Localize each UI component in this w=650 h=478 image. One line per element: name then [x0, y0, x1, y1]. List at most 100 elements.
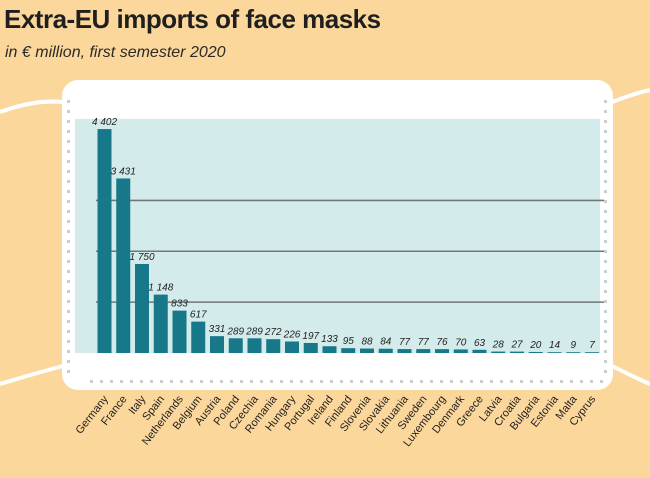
bar-france — [116, 178, 131, 353]
stitch-dot — [300, 380, 303, 383]
stitch-dot — [430, 380, 433, 383]
bar-sweden — [416, 349, 431, 353]
stitch-dot — [604, 100, 607, 103]
stitch-dot — [90, 380, 93, 383]
value-label: 1 750 — [129, 252, 154, 263]
stitch-dot — [180, 380, 183, 383]
stitch-dot — [100, 380, 103, 383]
stitch-dot — [67, 320, 70, 323]
value-label: 77 — [399, 337, 411, 348]
stitch-dot — [604, 360, 607, 363]
value-label: 3 431 — [111, 166, 136, 177]
stitch-dot — [480, 380, 483, 383]
mask-stitch-dots — [67, 100, 607, 383]
stitch-dot — [604, 220, 607, 223]
gridlines — [96, 199, 604, 303]
bar-poland — [228, 338, 243, 353]
stitch-dot — [200, 380, 203, 383]
value-label: 7 — [589, 340, 595, 351]
mask-straps — [0, 88, 650, 386]
bar-bulgaria — [528, 351, 543, 353]
stitch-dot — [67, 340, 70, 343]
bar-hungary — [285, 341, 299, 353]
stitch-dot — [120, 380, 123, 383]
stitch-dot — [604, 200, 607, 203]
chart-subtitle: in € million, first semester 2020 — [5, 44, 226, 61]
stitch-dot — [530, 380, 533, 383]
stitch-dot — [604, 370, 607, 373]
value-label: 289 — [245, 326, 263, 337]
bar-slovenia — [360, 348, 374, 353]
stitch-dot — [450, 380, 453, 383]
stitch-dot — [67, 230, 70, 233]
stitch-dot — [330, 380, 333, 383]
stitch-dot — [600, 380, 603, 383]
stitch-dot — [460, 380, 463, 383]
stitch-dot — [604, 270, 607, 273]
stitch-dot — [67, 190, 70, 193]
bar-cyprus — [585, 352, 599, 353]
bar-czechia — [247, 338, 262, 353]
stitch-dot — [67, 290, 70, 293]
category-labels: GermanyFranceItalySpainNetherlandsBelgiu… — [74, 393, 599, 449]
bar-austria — [210, 336, 224, 353]
bar-croatia — [510, 351, 524, 353]
stitch-dot — [67, 310, 70, 313]
stitch-dot — [604, 230, 607, 233]
chart-title: Extra-EU imports of face masks — [4, 4, 381, 34]
stitch-dot — [604, 190, 607, 193]
stitch-dot — [67, 130, 70, 133]
stitch-dot — [310, 380, 313, 383]
stitch-dot — [340, 380, 343, 383]
bar-belgium — [191, 321, 206, 353]
stitch-dot — [150, 380, 153, 383]
stitch-dot — [67, 100, 70, 103]
value-label: 197 — [302, 331, 319, 342]
stitch-dot — [67, 260, 70, 263]
value-label: 226 — [283, 330, 301, 341]
stitch-dot — [67, 160, 70, 163]
bar-germany — [97, 129, 112, 353]
value-label: 95 — [343, 336, 355, 347]
bar-malta — [566, 352, 581, 353]
stitch-dot — [67, 360, 70, 363]
stitch-dot — [320, 380, 323, 383]
value-label: 4 402 — [92, 117, 117, 128]
bar-luxembourg — [435, 349, 449, 353]
value-label: 63 — [474, 338, 486, 349]
value-label: 833 — [171, 299, 188, 310]
stitch-dot — [230, 380, 233, 383]
stitch-dot — [604, 170, 607, 173]
stitch-dot — [604, 280, 607, 283]
stitch-dot — [470, 380, 473, 383]
stitch-dot — [604, 140, 607, 143]
stitch-dot — [67, 110, 70, 113]
stitch-dot — [604, 300, 607, 303]
bar-spain — [153, 294, 168, 353]
stitch-dot — [580, 380, 583, 383]
stitch-dot — [67, 250, 70, 253]
value-label: 133 — [321, 334, 338, 345]
stitch-dot — [350, 380, 353, 383]
stitch-dot — [604, 250, 607, 253]
stitch-dot — [290, 380, 293, 383]
stitch-dot — [604, 260, 607, 263]
value-label: 272 — [264, 327, 282, 338]
value-label: 84 — [380, 337, 392, 348]
stitch-dot — [67, 200, 70, 203]
bar-netherlands — [172, 310, 187, 353]
stitch-dot — [604, 340, 607, 343]
value-label: 88 — [361, 337, 373, 348]
stitch-dot — [604, 180, 607, 183]
bar-ireland — [322, 346, 337, 353]
stitch-dot — [490, 380, 493, 383]
stitch-dot — [67, 300, 70, 303]
value-label: 70 — [455, 337, 467, 348]
stitch-dot — [67, 240, 70, 243]
bar-estonia — [547, 352, 562, 353]
stitch-dot — [604, 290, 607, 293]
stitch-dot — [604, 130, 607, 133]
stitch-dot — [380, 380, 383, 383]
stitch-dot — [400, 380, 403, 383]
